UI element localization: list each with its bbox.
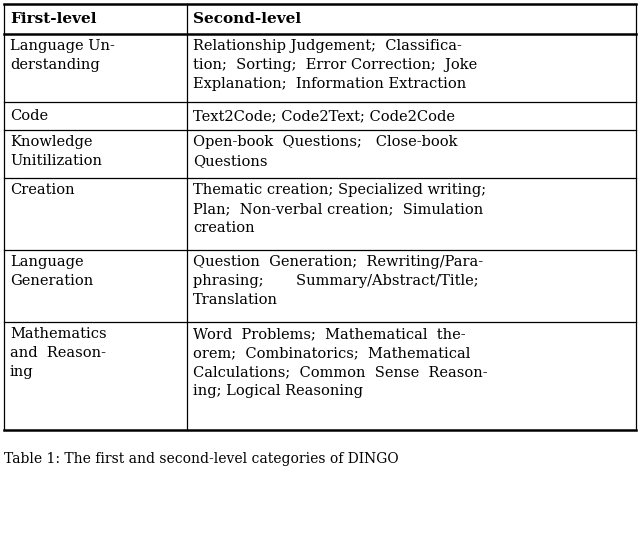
Text: Open-book  Questions;   Close-book
Questions: Open-book Questions; Close-book Question…: [193, 135, 458, 168]
Text: Creation: Creation: [10, 183, 75, 197]
Text: Knowledge
Unitilization: Knowledge Unitilization: [10, 135, 102, 168]
Text: Relationship Judgement;  Classifica-
tion;  Sorting;  Error Correction;  Joke
Ex: Relationship Judgement; Classifica- tion…: [193, 39, 477, 91]
Text: Thematic creation; Specialized writing;
Plan;  Non-verbal creation;  Simulation
: Thematic creation; Specialized writing; …: [193, 183, 486, 235]
Text: Language
Generation: Language Generation: [10, 255, 93, 288]
Text: Language Un-
derstanding: Language Un- derstanding: [10, 39, 115, 72]
Text: Second-level: Second-level: [193, 12, 301, 26]
Text: First-level: First-level: [10, 12, 97, 26]
Text: Table 1: The first and second-level categories of DINGO: Table 1: The first and second-level cate…: [4, 452, 399, 466]
Text: Question  Generation;  Rewriting/Para-
phrasing;       Summary/Abstract/Title;
T: Question Generation; Rewriting/Para- phr…: [193, 255, 483, 307]
Text: Mathematics
and  Reason-
ing: Mathematics and Reason- ing: [10, 327, 107, 379]
Text: Text2Code; Code2Text; Code2Code: Text2Code; Code2Text; Code2Code: [193, 109, 455, 123]
Text: Word  Problems;  Mathematical  the-
orem;  Combinatorics;  Mathematical
Calculat: Word Problems; Mathematical the- orem; C…: [193, 327, 488, 398]
Text: Code: Code: [10, 109, 48, 123]
